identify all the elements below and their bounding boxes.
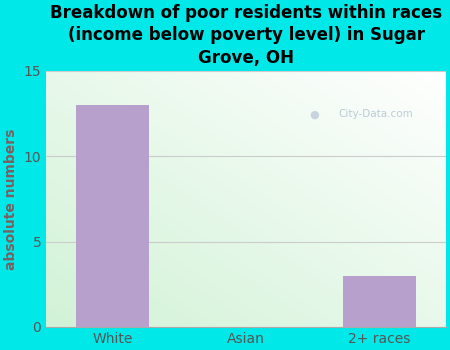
Text: ●: ● <box>309 110 319 119</box>
Bar <box>76 105 149 327</box>
Text: City-Data.com: City-Data.com <box>338 110 413 119</box>
Title: Breakdown of poor residents within races
(income below poverty level) in Sugar
G: Breakdown of poor residents within races… <box>50 4 442 66</box>
Y-axis label: absolute numbers: absolute numbers <box>4 128 18 270</box>
Bar <box>342 276 416 327</box>
